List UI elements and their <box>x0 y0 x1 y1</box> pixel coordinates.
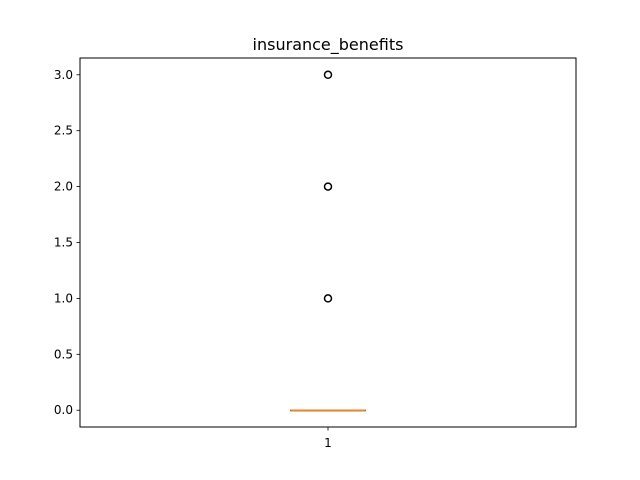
y-tick-label: 2.5 <box>54 124 73 138</box>
y-axis: 0.0 0.5 1.0 1.5 2.0 2.5 3.0 <box>54 68 80 417</box>
outlier-point <box>323 182 333 191</box>
x-axis: 1 <box>324 427 332 450</box>
plot-area <box>290 70 366 412</box>
y-tick-label: 1.5 <box>54 236 73 250</box>
box-1 <box>290 70 366 412</box>
chart-title: insurance_benefits <box>253 35 404 55</box>
y-tick-label: 1.0 <box>54 291 73 305</box>
outlier-point <box>323 294 333 303</box>
y-tick-label: 3.0 <box>54 68 73 82</box>
outlier-point <box>323 70 333 80</box>
y-tick-label: 2.0 <box>54 180 73 194</box>
axes-frame <box>79 57 577 428</box>
x-tick-label: 1 <box>324 436 332 450</box>
y-tick-label: 0.0 <box>54 403 73 417</box>
y-tick-label: 0.5 <box>54 347 73 361</box>
